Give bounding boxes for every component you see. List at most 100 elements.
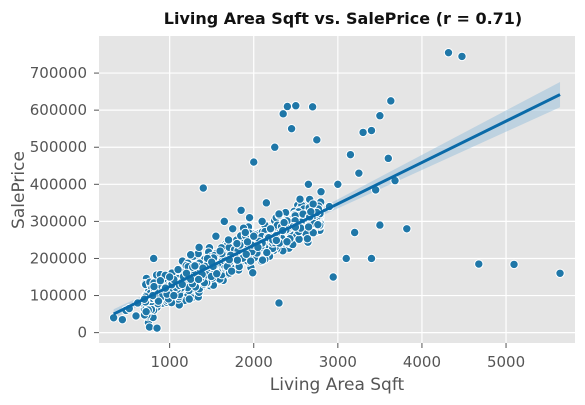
data-point <box>141 306 151 317</box>
data-point <box>155 276 166 286</box>
data-point <box>149 281 159 292</box>
regression-line-group <box>112 93 561 316</box>
data-point <box>282 101 293 112</box>
data-point <box>223 235 234 245</box>
data-point <box>375 111 385 121</box>
y-tick-label: 500000 <box>30 138 87 156</box>
data-point <box>248 268 258 278</box>
data-point <box>226 266 237 276</box>
data-point <box>164 272 175 282</box>
data-point <box>555 268 565 278</box>
x-tick-label: 5000 <box>487 353 525 371</box>
y-tick-label: 400000 <box>30 175 87 193</box>
data-point <box>131 311 141 321</box>
data-point <box>212 269 222 279</box>
data-point <box>328 272 338 282</box>
x-tick-label: 4000 <box>403 353 441 371</box>
data-point <box>457 51 467 62</box>
data-point <box>169 290 179 301</box>
data-point <box>173 264 183 275</box>
data-point <box>341 253 351 264</box>
data-point <box>261 198 272 208</box>
data-point <box>303 222 314 232</box>
data-point <box>295 194 305 204</box>
data-point <box>333 179 343 190</box>
data-point <box>286 123 297 134</box>
data-point <box>294 234 304 244</box>
y-tick-label: 200000 <box>30 249 87 267</box>
data-point <box>257 255 268 265</box>
data-point <box>257 216 267 227</box>
data-point <box>240 227 251 238</box>
data-point <box>184 294 194 304</box>
data-point <box>152 323 162 333</box>
data-point <box>215 246 225 256</box>
data-point <box>185 250 196 260</box>
data-point <box>198 183 208 193</box>
data-point <box>249 231 259 241</box>
data-point <box>279 217 289 228</box>
data-point <box>219 216 230 227</box>
x-tick-label: 3000 <box>319 353 357 371</box>
data-point <box>242 237 253 247</box>
data-point <box>278 109 288 119</box>
data-point <box>509 259 519 270</box>
data-point <box>358 127 368 138</box>
data-point <box>291 101 301 111</box>
data-point <box>244 212 255 223</box>
data-point <box>236 205 246 215</box>
data-point <box>144 322 155 332</box>
data-point <box>307 102 318 112</box>
data-point <box>249 157 259 167</box>
data-point <box>274 298 284 308</box>
data-point <box>474 259 484 269</box>
data-point <box>228 224 238 234</box>
data-point <box>274 209 284 219</box>
x-tick-label: 2000 <box>235 353 273 371</box>
data-point <box>262 247 272 258</box>
data-point <box>443 47 454 58</box>
data-point <box>232 238 242 249</box>
data-point <box>148 253 159 264</box>
data-point <box>271 235 282 246</box>
data-point <box>313 219 323 230</box>
y-tick-label: 700000 <box>30 64 87 82</box>
data-point <box>265 224 276 234</box>
x-axis-ticks: 1000 2000 3000 4000 5000 <box>151 343 525 371</box>
data-point <box>270 142 280 152</box>
y-tick-label: 0 <box>77 324 87 342</box>
data-point <box>153 296 164 306</box>
data-point <box>366 253 377 264</box>
data-point <box>312 135 322 145</box>
data-point <box>245 256 256 266</box>
y-axis-ticks: 0 100000 200000 300000 400000 500000 600000 700… <box>30 64 99 342</box>
data-point <box>117 314 128 325</box>
data-point <box>402 224 412 234</box>
regression-line <box>112 93 561 316</box>
data-point <box>354 168 364 178</box>
data-point <box>190 261 200 271</box>
data-point <box>308 199 318 209</box>
data-point <box>349 227 360 238</box>
data-point <box>211 231 221 241</box>
data-point <box>282 237 292 247</box>
data-point <box>366 125 377 136</box>
x-tick-label: 1000 <box>151 353 189 371</box>
y-tick-label: 600000 <box>30 101 87 119</box>
x-axis-label: Living Area Sqft <box>270 375 405 395</box>
data-point <box>316 187 326 197</box>
data-point <box>193 274 204 285</box>
data-point <box>386 96 396 106</box>
y-tick-label: 100000 <box>30 287 87 305</box>
y-axis-label: SalePrice <box>9 151 29 229</box>
data-point <box>108 313 119 323</box>
data-point <box>375 220 385 230</box>
data-point <box>345 149 356 160</box>
data-point <box>232 255 243 265</box>
data-point <box>194 242 204 253</box>
chart-title: Living Area Sqft vs. SalePrice (r = 0.71… <box>164 9 522 28</box>
data-point <box>303 179 314 190</box>
data-point <box>383 153 394 164</box>
y-tick-label: 300000 <box>30 212 87 230</box>
